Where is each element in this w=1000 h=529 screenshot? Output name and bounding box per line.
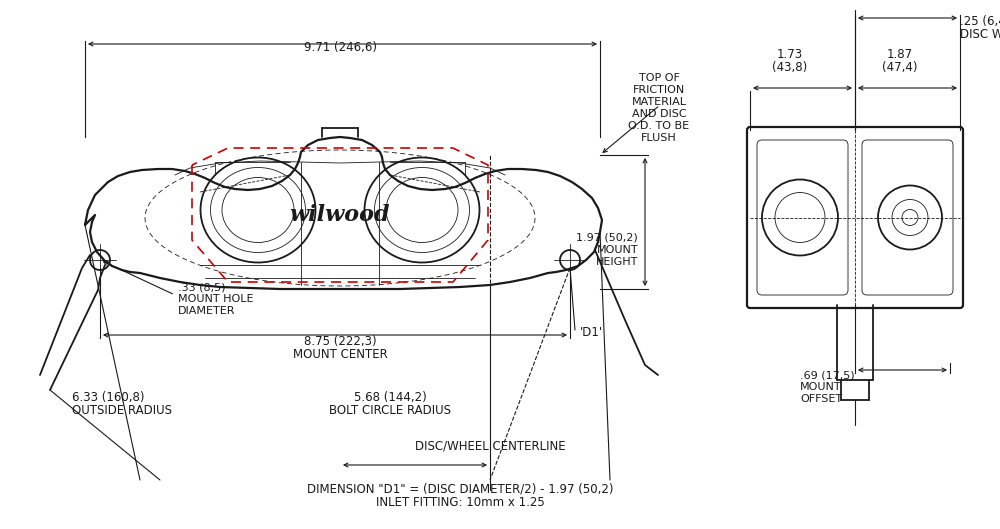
Text: MATERIAL: MATERIAL bbox=[632, 97, 686, 107]
Text: INLET FITTING: 10mm x 1.25: INLET FITTING: 10mm x 1.25 bbox=[376, 497, 544, 509]
Text: DIMENSION "D1" = (DISC DIAMETER/2) - 1.97 (50,2): DIMENSION "D1" = (DISC DIAMETER/2) - 1.9… bbox=[307, 482, 613, 496]
Text: TOP OF: TOP OF bbox=[639, 73, 679, 83]
Text: 'D1': 'D1' bbox=[580, 325, 603, 339]
Text: (47,4): (47,4) bbox=[882, 60, 918, 74]
Text: MOUNT HOLE: MOUNT HOLE bbox=[178, 294, 254, 304]
Text: OFFSET: OFFSET bbox=[800, 394, 842, 404]
Text: BOLT CIRCLE RADIUS: BOLT CIRCLE RADIUS bbox=[329, 404, 451, 416]
Text: DISC WIDTH: DISC WIDTH bbox=[960, 28, 1000, 41]
Text: MOUNT CENTER: MOUNT CENTER bbox=[293, 348, 387, 360]
Text: O.D. TO BE: O.D. TO BE bbox=[628, 121, 690, 131]
Text: .69 (17,5): .69 (17,5) bbox=[800, 370, 855, 380]
Text: (43,8): (43,8) bbox=[772, 60, 808, 74]
Text: 9.71 (246,6): 9.71 (246,6) bbox=[304, 41, 376, 54]
Text: .25 (6,4): .25 (6,4) bbox=[960, 15, 1000, 29]
Text: .33 (8,5): .33 (8,5) bbox=[178, 282, 226, 292]
Text: 5.68 (144,2): 5.68 (144,2) bbox=[354, 391, 426, 405]
Text: DIAMETER: DIAMETER bbox=[178, 306, 236, 316]
Text: 1.97 (50,2): 1.97 (50,2) bbox=[576, 233, 638, 243]
Text: HEIGHT: HEIGHT bbox=[596, 257, 638, 267]
Text: FRICTION: FRICTION bbox=[633, 85, 685, 95]
Text: AND DISC: AND DISC bbox=[632, 109, 686, 119]
Text: MOUNT: MOUNT bbox=[800, 382, 842, 392]
Text: DISC/WHEEL CENTERLINE: DISC/WHEEL CENTERLINE bbox=[415, 440, 565, 452]
Text: 1.73: 1.73 bbox=[777, 49, 803, 61]
Text: 6.33 (160,8): 6.33 (160,8) bbox=[72, 391, 144, 405]
Text: 1.87: 1.87 bbox=[887, 49, 913, 61]
Text: FLUSH: FLUSH bbox=[641, 133, 677, 143]
Text: OUTSIDE RADIUS: OUTSIDE RADIUS bbox=[72, 404, 172, 416]
Text: MOUNT: MOUNT bbox=[596, 245, 638, 255]
Text: wilwood: wilwood bbox=[290, 204, 390, 226]
Text: 8.75 (222,3): 8.75 (222,3) bbox=[304, 335, 376, 349]
